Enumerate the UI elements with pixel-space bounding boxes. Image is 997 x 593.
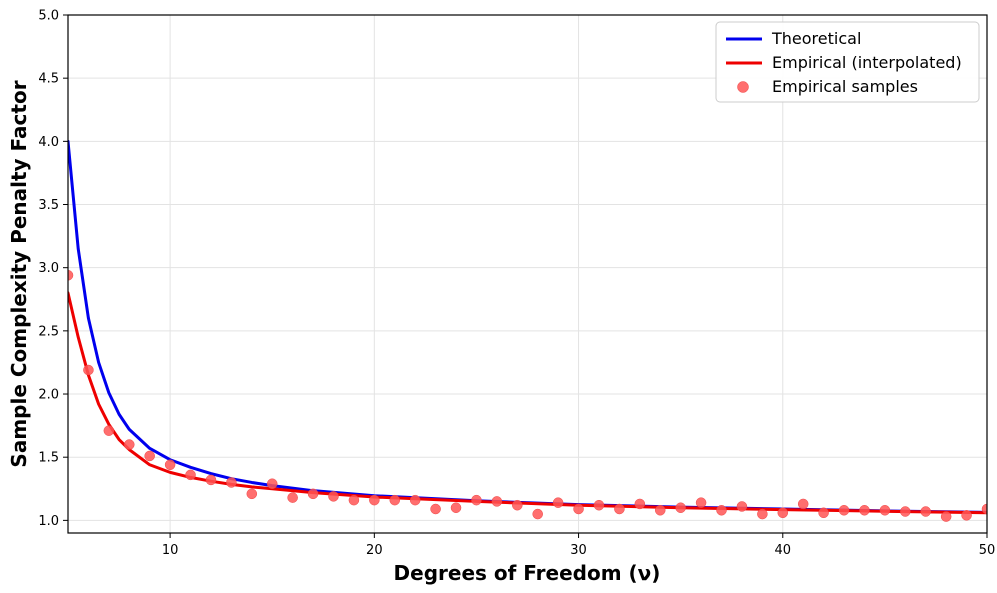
scatter-point-empirical-samples <box>103 425 115 436</box>
x-tick-label: 50 <box>979 543 996 558</box>
x-tick-label: 30 <box>570 543 587 558</box>
scatter-point-empirical-samples <box>757 508 768 520</box>
y-tick-label: 3.5 <box>38 198 59 213</box>
scatter-point-empirical-samples <box>164 459 176 471</box>
series-line-empirical-interpolated <box>68 291 987 515</box>
y-tick-label: 2.0 <box>38 388 59 403</box>
scatter-point-empirical-samples <box>940 511 952 522</box>
plot-frame <box>67 14 988 534</box>
scatter-point-empirical-samples <box>287 492 298 503</box>
scatter-point-empirical-samples <box>552 497 564 508</box>
scatter-point-empirical-samples <box>68 270 74 281</box>
y-tick-label: 1.0 <box>38 514 59 529</box>
scatter-point-empirical-samples <box>920 506 931 517</box>
scatter-point-empirical-samples <box>818 507 829 519</box>
scatter-point-empirical-samples <box>226 477 237 488</box>
y-tick-label: 4.0 <box>38 135 59 150</box>
x-axis-label: Degrees of Freedom (ν) <box>394 561 661 585</box>
x-tick-label: 20 <box>366 543 383 558</box>
scatter-point-empirical-samples <box>348 494 360 506</box>
scatter-point-empirical-samples <box>532 508 543 520</box>
legend-empirical-samples-swatch <box>737 81 749 93</box>
scatter-point-empirical-samples <box>838 505 850 516</box>
scatter-point-empirical-samples <box>614 503 625 515</box>
scatter-point-empirical-samples <box>859 505 870 516</box>
scatter-point-empirical-samples <box>409 494 421 506</box>
ticks: 10 20 30 40 50 1.0 1.5 2.0 2.5 3.0 3.5 4.0 4.5 5.0 <box>38 9 995 559</box>
scatter-point-empirical-samples <box>144 450 155 462</box>
scatter-point-empirical-samples <box>777 507 789 519</box>
series-layer <box>68 139 987 522</box>
scatter-point-empirical-samples <box>961 510 972 521</box>
legend-empirical-samples-label: Empirical samples <box>772 77 918 96</box>
x-tick-label: 10 <box>162 543 179 558</box>
scatter-point-empirical-samples <box>491 496 503 507</box>
scatter-point-empirical-samples <box>246 488 258 500</box>
scatter-point-empirical-samples <box>124 439 135 450</box>
y-tick-label: 2.5 <box>38 324 59 339</box>
scatter-point-empirical-samples <box>634 498 646 510</box>
y-tick-label: 4.5 <box>38 72 59 87</box>
scatter-point-empirical-samples <box>471 494 482 506</box>
scatter-point-empirical-samples <box>716 505 727 516</box>
scatter-point-empirical-samples <box>205 474 217 486</box>
scatter-point-empirical-samples <box>266 478 278 489</box>
scatter-point-empirical-samples <box>450 502 462 513</box>
scatter-point-empirical-samples <box>900 506 911 517</box>
scatter-point-empirical-samples <box>83 364 94 376</box>
scatter-point-empirical-samples <box>369 494 380 506</box>
scatter-point-empirical-samples <box>797 498 809 510</box>
scatter-point-empirical-samples <box>736 501 748 512</box>
scatter-point-empirical-samples <box>695 497 707 508</box>
scatter-point-empirical-samples <box>389 494 401 506</box>
scatter-point-empirical-samples <box>675 502 686 513</box>
scatter-point-empirical-samples <box>307 488 319 500</box>
x-tick-label: 40 <box>775 543 792 558</box>
y-tick-label: 1.5 <box>38 451 59 466</box>
scatter-point-empirical-samples <box>328 491 339 502</box>
y-tick-label: 3.0 <box>38 261 59 276</box>
legend-theoretical-label: Theoretical <box>771 29 861 48</box>
legend-box <box>715 21 980 103</box>
scatter-point-empirical-samples <box>185 469 196 481</box>
scatter-point-empirical-samples <box>981 503 987 515</box>
scatter-point-empirical-samples <box>593 499 605 511</box>
scatter-point-empirical-samples <box>430 503 441 515</box>
scatter-point-empirical-samples <box>654 505 666 516</box>
legend-empirical-interpolated-label: Empirical (interpolated) <box>772 53 962 72</box>
scatter-point-empirical-samples <box>879 505 891 516</box>
scatter-point-empirical-samples <box>512 499 523 511</box>
y-tick-label: 5.0 <box>38 9 59 24</box>
y-axis-label: Sample Complexity Penalty Factor <box>7 80 31 467</box>
scatter-point-empirical-samples <box>573 503 584 515</box>
legend: Theoretical Empirical (interpolated) Emp… <box>715 21 980 103</box>
